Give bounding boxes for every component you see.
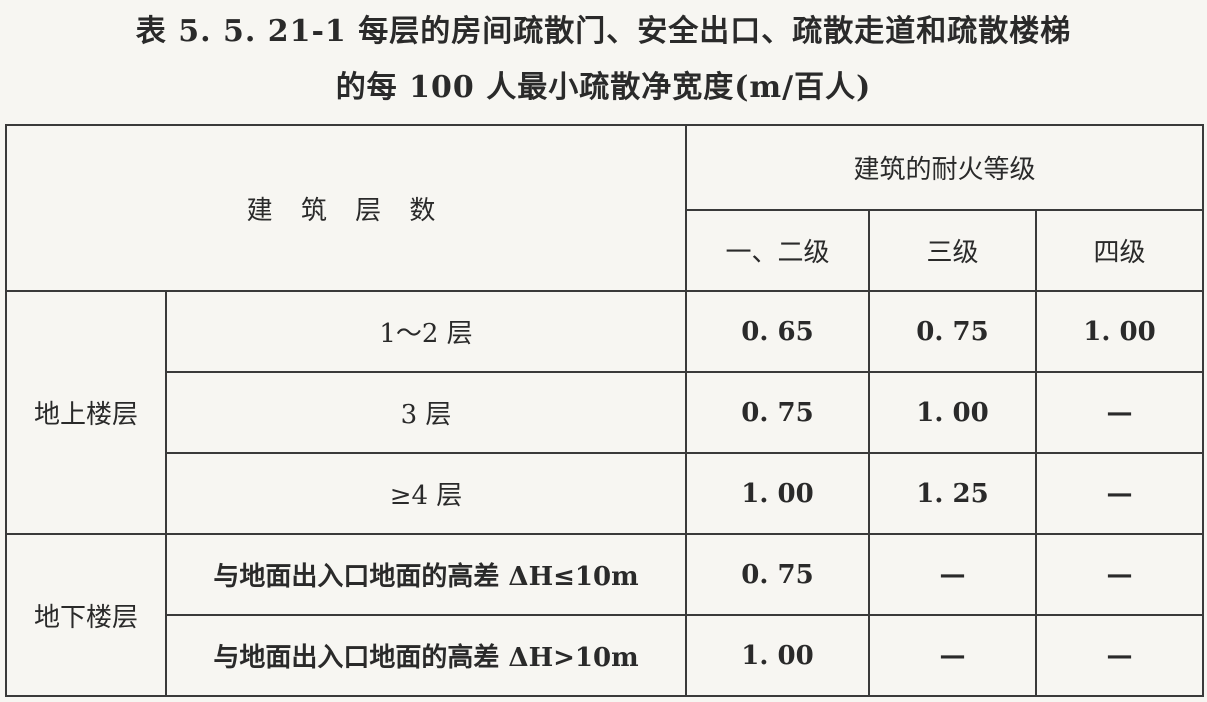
value-cell: 1. 00 [1035, 290, 1204, 373]
value-cell: — [1035, 371, 1204, 454]
group-label: 地下楼层 [5, 533, 167, 697]
value-cell: 1. 00 [685, 452, 870, 535]
header-fire-rating: 建筑的耐火等级 [685, 124, 1204, 211]
evacuation-width-table: 建 筑 层 数 建筑的耐火等级 一、二级 三级 四级 地上楼层 1～2 层 0.… [5, 124, 1204, 697]
table-row: 与地面出入口地面的高差 ΔH>10m 1. 00 — — [6, 614, 1204, 697]
table-row: 3 层 0. 75 1. 00 — [6, 371, 1204, 454]
table-row: 地上楼层 1～2 层 0. 65 0. 75 1. 00 [5, 290, 1204, 535]
header-grade-3: 三级 [868, 208, 1037, 292]
floor-label: 与地面出入口地面的高差 ΔH≤10m [165, 533, 687, 616]
value-cell: — [1035, 533, 1204, 616]
value-cell: 1. 00 [868, 371, 1037, 454]
table-title-line1: 表 5. 5. 21-1 每层的房间疏散门、安全出口、疏散走道和疏散楼梯 [135, 14, 1072, 49]
table-row: ≥4 层 1. 00 1. 25 — [6, 452, 1204, 535]
floor-label: 3 层 [165, 371, 687, 454]
table-row: 地下楼层 与地面出入口地面的高差 ΔH≤10m 0. 75 — — [5, 533, 1204, 697]
floor-label: ≥4 层 [165, 452, 687, 535]
value-cell: 1. 25 [868, 452, 1037, 535]
value-cell: — [868, 614, 1037, 697]
group-label: 地上楼层 [5, 290, 167, 535]
header-grade-4: 四级 [1035, 208, 1204, 292]
value-cell: 1. 00 [685, 614, 870, 697]
table-title-line2: 的每 100 人最小疏散净宽度(m/百人) [335, 70, 872, 105]
floor-label: 与地面出入口地面的高差 ΔH>10m [165, 614, 687, 697]
floor-label: 1～2 层 [165, 290, 687, 373]
value-cell: 0. 65 [685, 290, 870, 373]
value-cell: — [1035, 614, 1204, 697]
value-cell: 0. 75 [685, 371, 870, 454]
value-cell: 0. 75 [685, 533, 870, 616]
header-grade-1-2: 一、二级 [685, 208, 870, 292]
value-cell: 0. 75 [868, 290, 1037, 373]
value-cell: — [868, 533, 1037, 616]
header-floors: 建 筑 层 数 [5, 124, 687, 292]
value-cell: — [1035, 452, 1204, 535]
